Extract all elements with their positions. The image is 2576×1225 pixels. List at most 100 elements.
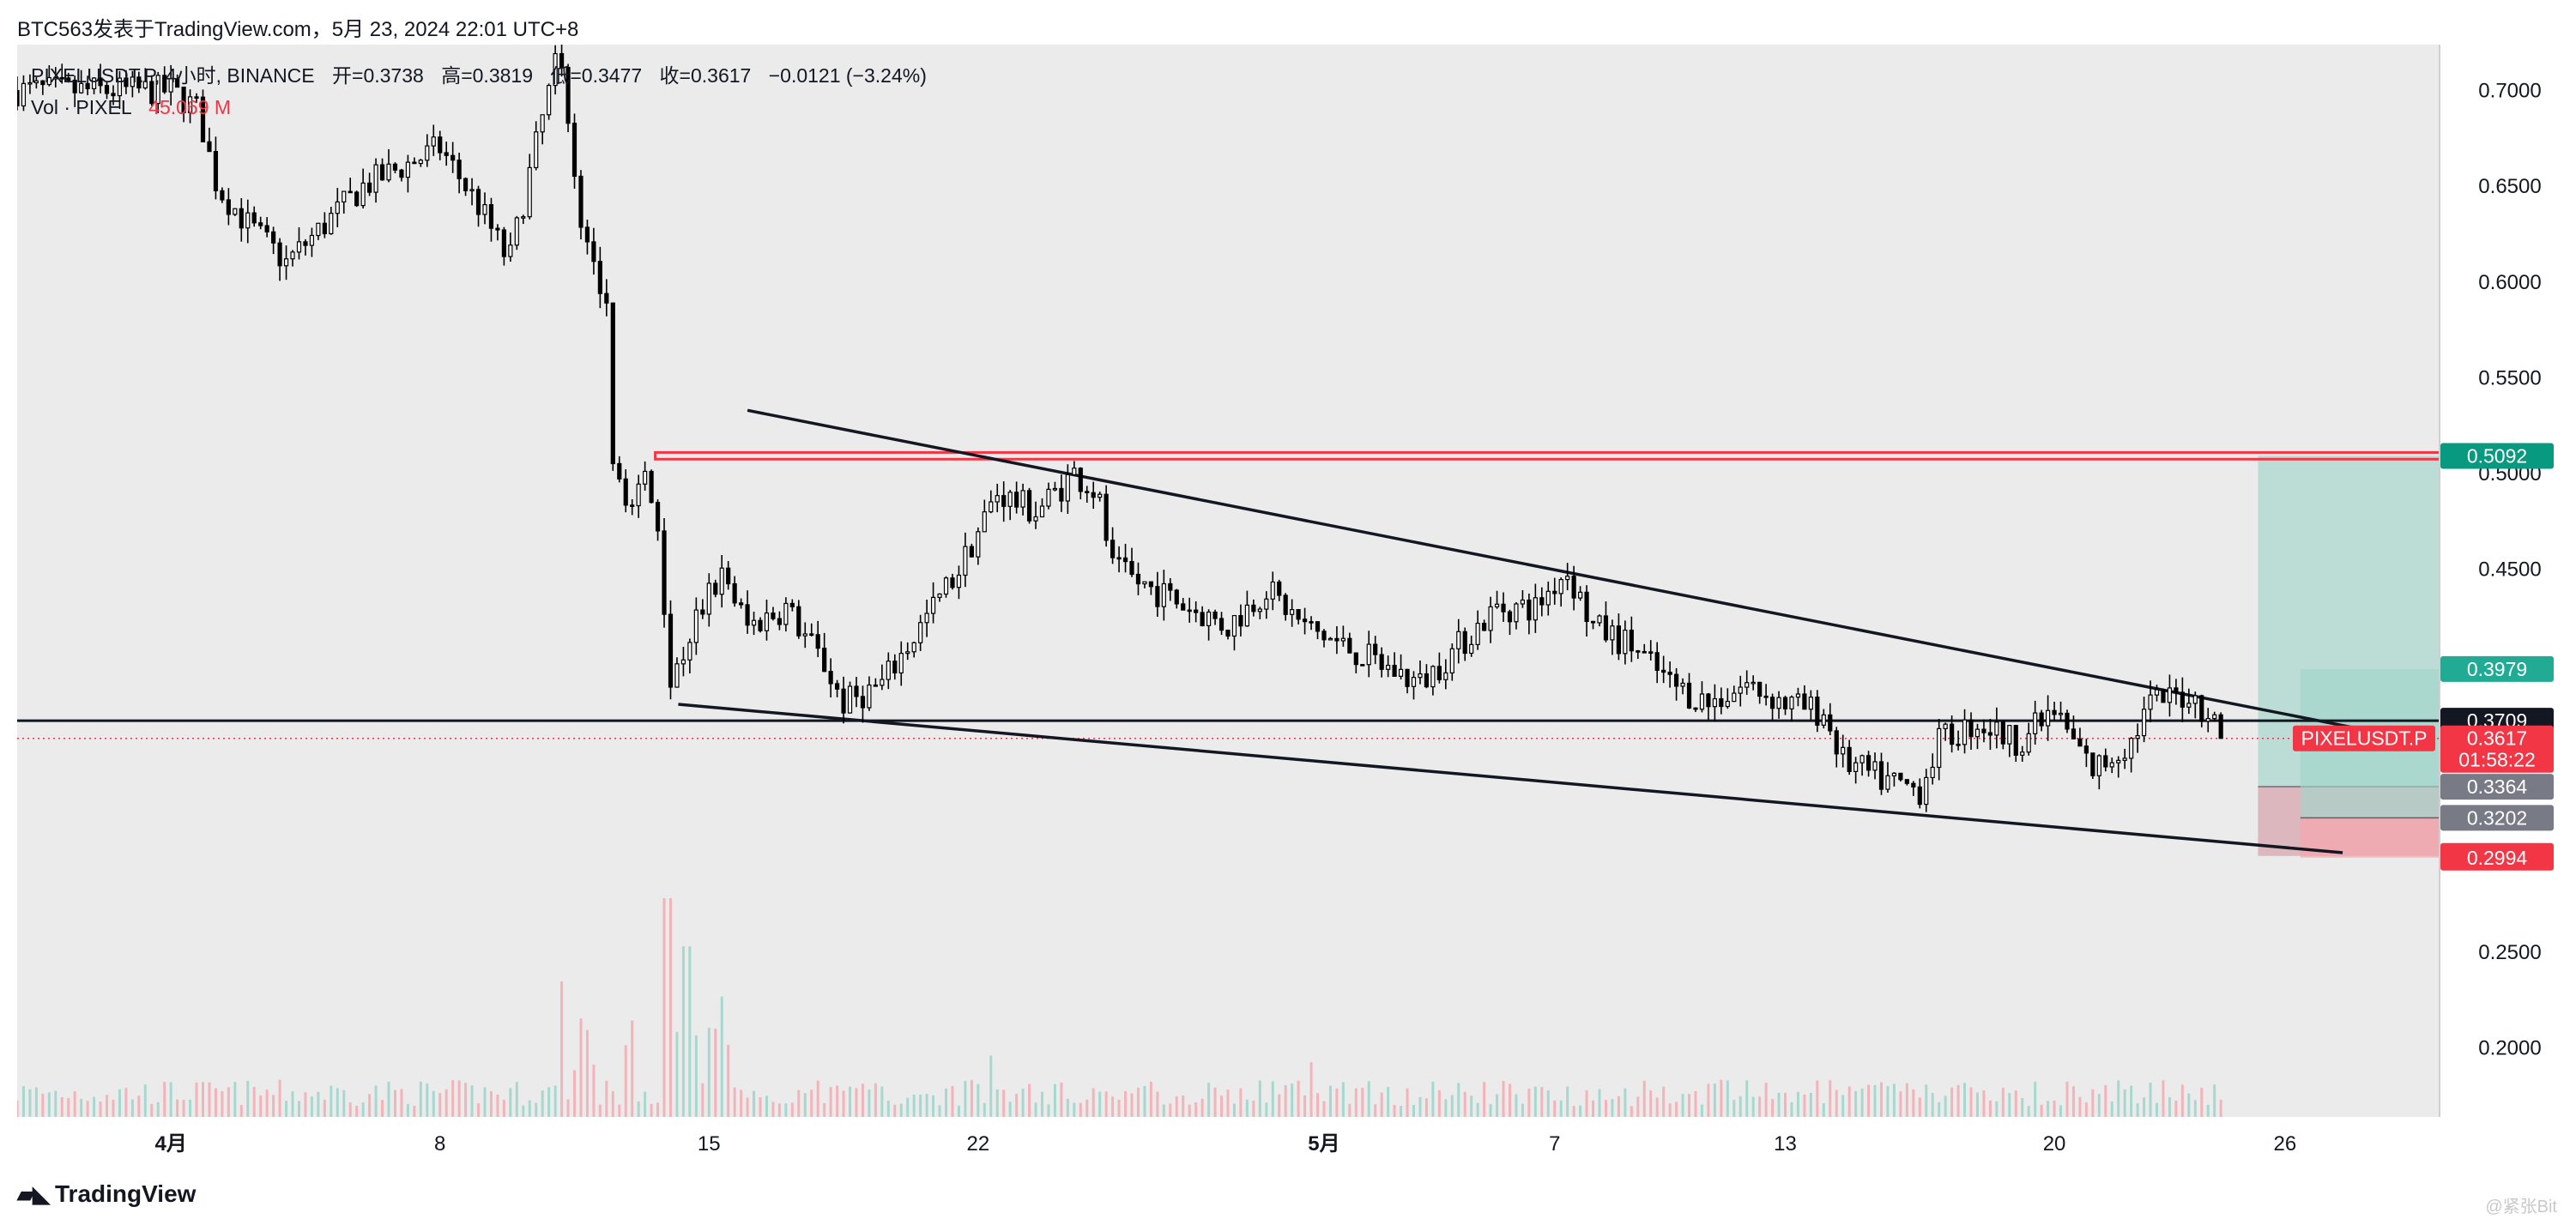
candle [604, 279, 609, 317]
candle [1565, 563, 1570, 591]
volume-bar [374, 1085, 378, 1117]
candle-body [367, 182, 372, 193]
volume-bar [938, 1105, 941, 1117]
candle-body [2167, 687, 2173, 703]
candle [72, 75, 77, 107]
candle-body [860, 696, 866, 709]
candle [1155, 571, 1160, 618]
candle-body [1277, 581, 1282, 596]
candle-body [1968, 719, 1974, 738]
price-axis[interactable] [2440, 45, 2561, 1117]
candle-body [245, 212, 251, 229]
candle-body [918, 622, 923, 643]
candle-body [1098, 493, 1103, 498]
candle-body [1629, 630, 1634, 652]
volume-bar [777, 1103, 781, 1117]
candle-body [1642, 650, 1647, 654]
candle-body [1693, 707, 1698, 710]
drawings[interactable]: 0.5086 [17, 395, 2576, 854]
candle-body [2033, 712, 2038, 734]
volume-bar [2104, 1084, 2107, 1117]
symbol-tag[interactable] [2293, 725, 2435, 751]
time-axis[interactable] [17, 1117, 2561, 1167]
candle [597, 246, 602, 309]
legend-interval[interactable]: 4小时 [165, 64, 216, 87]
trendline-lower[interactable] [678, 703, 2343, 854]
candle [1110, 527, 1116, 564]
volume-bar [1021, 1089, 1025, 1117]
candle-body [155, 75, 160, 105]
candle [2026, 722, 2031, 756]
volume-bar [553, 1085, 557, 1117]
volume-bar [1291, 1083, 1294, 1117]
volume-bar [1553, 1100, 1557, 1117]
candle [162, 66, 167, 94]
volume-bar [1688, 1094, 1691, 1117]
candle [1520, 589, 1526, 608]
volume-bar [2047, 1101, 2050, 1117]
candle-body [854, 685, 859, 697]
volume-bar [419, 1081, 422, 1117]
candle [2129, 737, 2134, 773]
volume-bar [1521, 1103, 1524, 1117]
legend-volume-label[interactable]: Vol · PIXEL [31, 96, 131, 118]
candle [777, 611, 783, 631]
tradingview-logo[interactable]: ▰◣ TradingView [17, 1180, 196, 1208]
volume-bar [1764, 1083, 1768, 1117]
candle [886, 652, 891, 690]
volume-bar [470, 1085, 474, 1117]
candle [1911, 781, 1916, 796]
position-tools[interactable] [2258, 456, 2576, 858]
candle [233, 208, 238, 216]
candle [1552, 577, 1557, 605]
candle [258, 216, 263, 230]
legend-main-row: PIXELUSDT.P, 4小时, BINANCE 开=0.3738 高=0.3… [31, 60, 927, 92]
volume-bar [1707, 1083, 1710, 1117]
candle-body [547, 84, 552, 116]
volume-bar [566, 1099, 570, 1117]
candle [1321, 629, 1327, 648]
volume-bar [1579, 1105, 1582, 1117]
candle [1802, 685, 1807, 710]
chart-plot-area[interactable] [17, 45, 2439, 1117]
candle [2109, 757, 2114, 774]
volume-bar [1636, 1096, 1640, 1117]
candle-body [1231, 614, 1237, 637]
volume-bar [28, 1089, 32, 1117]
volume-bar [1341, 1082, 1345, 1117]
volume-bar [387, 1081, 390, 1117]
resistance-zone[interactable] [654, 450, 2576, 461]
candle [2071, 715, 2077, 739]
candle [745, 590, 750, 634]
volume-bar [605, 1080, 608, 1117]
candle-body [1449, 648, 1454, 674]
volume-bar [2091, 1089, 2095, 1117]
candle-body [1891, 772, 1897, 776]
volume-bar [694, 1035, 698, 1117]
candle [354, 190, 360, 208]
volume-bar [2117, 1080, 2120, 1117]
candle [2052, 701, 2057, 721]
candle-body [27, 81, 33, 85]
volume-bar [1437, 1089, 1441, 1117]
volume-bar [1271, 1081, 1274, 1117]
candle [27, 74, 33, 94]
candle-body [1251, 604, 1256, 612]
legend-symbol[interactable]: PIXELUSDT.P [31, 64, 155, 87]
volume-bar [483, 1087, 487, 1117]
candle-body [1168, 582, 1173, 591]
candle-body [1987, 732, 1993, 736]
candle [1994, 707, 1999, 749]
candle-body [796, 606, 801, 637]
price-axis-tag: 0.3202 [2440, 805, 2554, 831]
volume-bar [2219, 1100, 2222, 1117]
candle [1168, 578, 1173, 601]
candle-body [1558, 578, 1563, 594]
candle-body [1386, 665, 1391, 670]
candle-body [360, 182, 366, 207]
candle [1161, 570, 1166, 621]
candle-body [693, 609, 698, 643]
volume-bar [361, 1102, 365, 1117]
candle-body [1648, 651, 1654, 655]
